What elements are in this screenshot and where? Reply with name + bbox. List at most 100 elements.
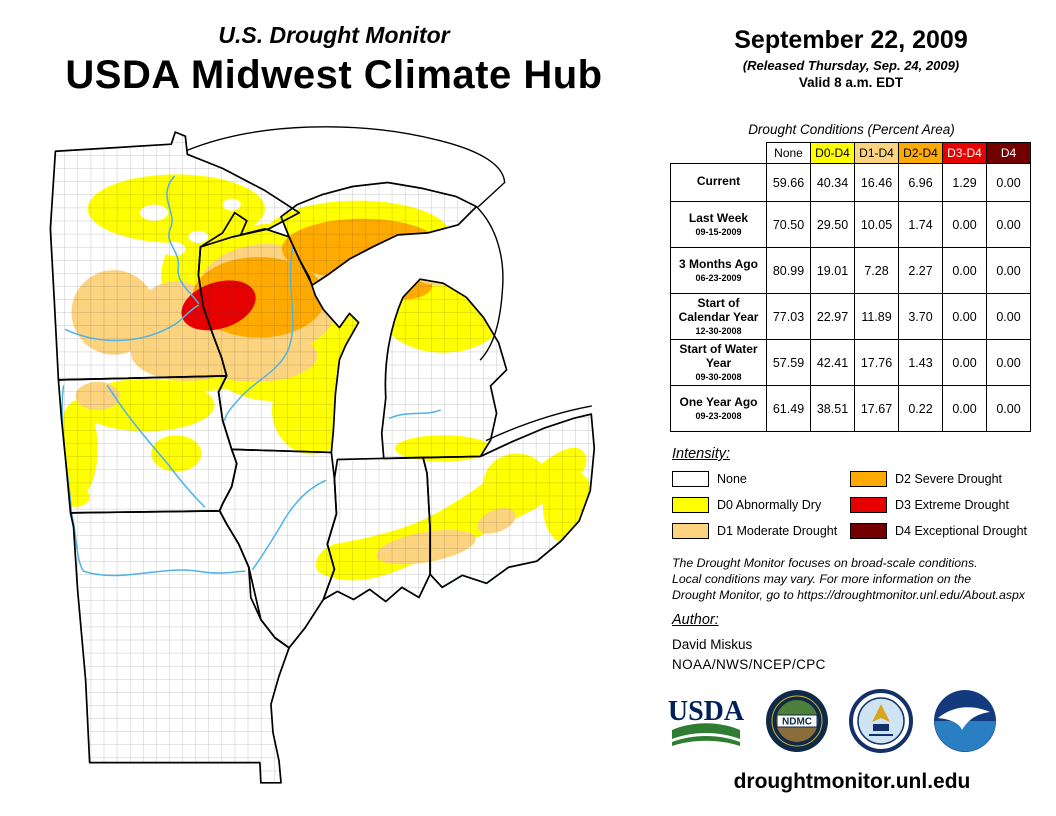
column-header-d4: D4: [986, 142, 1031, 164]
value-cell: 80.99: [766, 247, 811, 294]
lake-huron-shoreline: [475, 205, 504, 361]
conditions-table-area: Drought Conditions (Percent Area) None D…: [664, 122, 1039, 432]
column-header-none: None: [766, 142, 811, 164]
author-name: David Miskus: [672, 637, 753, 652]
value-cell: 38.51: [810, 385, 855, 432]
map-area: [25, 116, 670, 811]
value-cell: 40.34: [810, 163, 855, 202]
value-cell: 57.59: [766, 339, 811, 386]
hub-title: USDA Midwest Climate Hub: [65, 53, 603, 97]
value-cell: 0.00: [986, 293, 1031, 340]
column-header-d0-d4: D0-D4: [810, 142, 855, 164]
row-one-year-ago: One Year Ago 09-23-2008 61.49 38.51 17.67…: [670, 385, 1031, 432]
row-start-calendar-year: Start of Calendar Year 12-30-2008 77.03 2…: [670, 293, 1031, 340]
legend-title: Intensity:: [672, 446, 731, 462]
row-label: Current: [670, 163, 767, 202]
lake-erie-shoreline: [485, 405, 592, 442]
value-cell: 0.00: [942, 339, 987, 386]
row-label: One Year Ago 09-23-2008: [670, 385, 767, 432]
d2-swatch: [850, 471, 887, 487]
row-current: Current 59.66 40.34 16.46 6.96 1.29 0.00: [670, 163, 1031, 202]
value-cell: 17.76: [854, 339, 899, 386]
river-upper-mississippi: [166, 175, 200, 305]
lake-shorelines: [186, 126, 592, 442]
d1-drought-layer-east: [405, 244, 475, 286]
river-des-moines: [107, 385, 206, 508]
value-cell: 19.01: [810, 247, 855, 294]
map-date: September 22, 2009: [734, 26, 968, 54]
value-cell: 0.00: [986, 385, 1031, 432]
row-start-water-year: Start of Water Year 09-30-2008 57.59 42.4…: [670, 339, 1031, 386]
river-wisconsin: [223, 244, 294, 421]
value-cell: 6.96: [898, 163, 943, 202]
value-cell: 0.00: [942, 293, 987, 340]
value-cell: 0.00: [942, 247, 987, 294]
d3-swatch: [850, 497, 887, 513]
noaa-sea: [934, 721, 996, 752]
value-cell: 0.00: [942, 201, 987, 248]
author-org: NOAA/NWS/NCEP/CPC: [672, 657, 826, 672]
legend-item-none: None: [672, 471, 850, 487]
ndmc-logo: NDMC: [766, 690, 828, 752]
legend-item-d0: D0 Abnormally Dry: [672, 497, 850, 513]
value-cell: 7.28: [854, 247, 899, 294]
column-header-d2-d4: D2-D4: [898, 142, 943, 164]
d0-swatch: [672, 497, 709, 513]
row-label: 3 Months Ago 06-23-2009: [670, 247, 767, 294]
value-cell: 0.00: [942, 385, 987, 432]
value-cell: 16.46: [854, 163, 899, 202]
value-cell: 77.03: [766, 293, 811, 340]
value-cell: 22.97: [810, 293, 855, 340]
value-cell: 0.00: [986, 201, 1031, 248]
row-label: Last Week 09-15-2009: [670, 201, 767, 248]
lake-superior-shoreline: [186, 126, 506, 208]
value-cell: 17.67: [854, 385, 899, 432]
author-title: Author:: [672, 612, 719, 628]
value-cell: 61.49: [766, 385, 811, 432]
value-cell: 29.50: [810, 201, 855, 248]
usda-logo: USDA: [668, 696, 745, 746]
row-label: Start of Water Year 09-30-2008: [670, 339, 767, 386]
author-block: Author: David Miskus NOAA/NWS/NCEP/CPC: [672, 612, 826, 672]
usda-field-swoosh-2: [672, 736, 740, 746]
legend-grid: None D0 Abnormally Dry D1 Moderate Droug…: [672, 471, 1044, 539]
drought-conditions-table: None D0-D4 D1-D4 D2-D4 D3-D4 D4 Current …: [670, 142, 1031, 432]
release-date: (Released Thursday, Sep. 24, 2009): [742, 58, 960, 73]
valid-time: Valid 8 a.m. EDT: [798, 75, 904, 90]
d4-swatch: [850, 523, 887, 539]
none-swatch: [672, 471, 709, 487]
disclaimer-text: The Drought Monitor focuses on broad-sca…: [672, 556, 1025, 602]
svg-text:NDMC: NDMC: [782, 717, 812, 728]
title-block: U.S. Drought Monitor USDA Midwest Climat…: [28, 22, 640, 98]
value-cell: 70.50: [766, 201, 811, 248]
date-block: September 22, 2009 (Released Thursday, S…: [660, 26, 1042, 90]
value-cell: 0.00: [986, 247, 1031, 294]
noaa-logo: [934, 690, 996, 752]
value-cell: 10.05: [854, 201, 899, 248]
table-header-row: None D0-D4 D1-D4 D2-D4 D3-D4 D4: [671, 142, 1031, 164]
noaa-bird: [938, 707, 990, 730]
agency-logos: USDA NDMC: [666, 688, 998, 754]
value-cell: 1.29: [942, 163, 987, 202]
column-header-d1-d4: D1-D4: [854, 142, 899, 164]
column-header-d3-d4: D3-D4: [942, 142, 987, 164]
table-title: Drought Conditions (Percent Area): [748, 122, 955, 137]
value-cell: 3.70: [898, 293, 943, 340]
drought-map: [49, 126, 596, 784]
river-grand: [389, 409, 441, 419]
value-cell: 0.22: [898, 385, 943, 432]
value-cell: 2.27: [898, 247, 943, 294]
value-cell: 0.00: [986, 339, 1031, 386]
usda-field-swoosh: [672, 723, 740, 739]
row-label: Start of Calendar Year 12-30-2008: [670, 293, 767, 340]
legend-item-d2: D2 Severe Drought: [850, 471, 1044, 487]
row-3-months-ago: 3 Months Ago 06-23-2009 80.99 19.01 7.28 …: [670, 247, 1031, 294]
intensity-legend: Intensity: None D0 Abnormally Dry D1 Mod…: [672, 446, 1044, 539]
value-cell: 42.41: [810, 339, 855, 386]
county-grid: [50, 132, 595, 783]
legend-item-d3: D3 Extreme Drought: [850, 497, 1044, 513]
river-illinois: [252, 479, 327, 571]
value-cell: 1.74: [898, 201, 943, 248]
svg-text:USDA: USDA: [668, 696, 745, 727]
